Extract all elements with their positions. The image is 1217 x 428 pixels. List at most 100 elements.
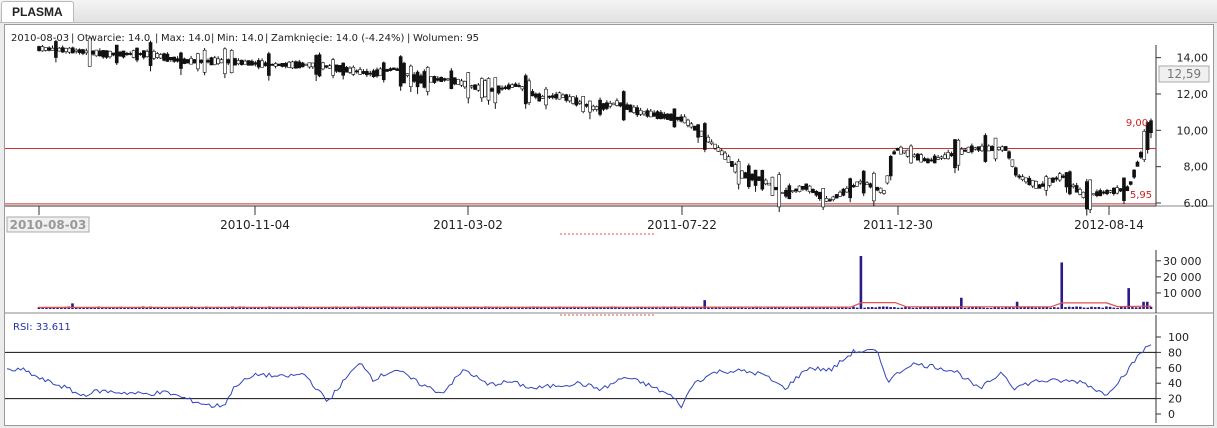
candle-body (997, 147, 1001, 150)
date-label: 2011-03-02 (433, 218, 503, 232)
candle-body (577, 101, 582, 104)
candle-body (70, 47, 75, 54)
volume-bar (677, 307, 680, 309)
candle-body (1024, 177, 1028, 183)
stock-chart[interactable]: 2010-08-03 | Otwarcie: 14.0 | Max: 14.0 … (5, 25, 1213, 425)
candle-body (848, 178, 852, 199)
candle-body (895, 147, 900, 151)
candle-body (993, 137, 998, 160)
date-label: 2012-08-14 (1074, 218, 1144, 232)
candle-body (915, 153, 920, 161)
header-close: Zamknięcie: 14.0 (-4.24%) (271, 33, 404, 44)
candle-body (621, 91, 626, 121)
candle-body (378, 68, 383, 76)
candle-body (429, 76, 433, 83)
candle-body (605, 102, 609, 109)
candle-body (43, 47, 48, 51)
volume-bar (495, 306, 498, 309)
candle-body (963, 149, 967, 152)
candle-body (152, 51, 156, 59)
candle-body (517, 84, 521, 87)
volume-bar (963, 307, 967, 309)
volume-bar (89, 307, 93, 309)
candle-body (175, 58, 180, 62)
candle-body (861, 170, 866, 194)
candle-body (219, 59, 224, 64)
volume-bar (655, 307, 658, 309)
volume-bar (398, 307, 402, 309)
volume-bar (692, 306, 695, 309)
candle-body (983, 135, 988, 162)
candle-body (246, 60, 251, 66)
volume-bar (997, 307, 1000, 309)
volume-bar (744, 307, 747, 309)
volume-bar (703, 300, 707, 309)
candle-body (1145, 122, 1150, 150)
candle-body (790, 190, 795, 193)
candle-body (1095, 191, 1099, 197)
candle-body (280, 63, 285, 67)
candle-body (408, 65, 413, 87)
tab-bar: PLASMA (0, 0, 1217, 23)
candle-body (368, 72, 373, 75)
candle-body (145, 51, 149, 57)
candle-body (392, 67, 396, 70)
candle-body (287, 61, 291, 68)
candle-body (801, 185, 805, 190)
candle-body (463, 81, 467, 88)
volume-bar (186, 307, 190, 309)
candle-body (645, 110, 650, 117)
candle-body (851, 185, 856, 188)
volume-bar (428, 307, 431, 309)
volume-bar (1105, 306, 1108, 309)
candle-body (642, 111, 646, 115)
volume-bar (1138, 307, 1142, 309)
candle-body (763, 179, 768, 185)
volume-bar (524, 307, 528, 309)
candle-body (493, 77, 498, 104)
candle-body (665, 113, 670, 120)
volume-bar (112, 307, 115, 309)
candle-body (239, 59, 244, 65)
volume-bar (911, 307, 915, 309)
candle-body (381, 62, 386, 81)
candle-body (185, 59, 190, 64)
candle-body (750, 173, 754, 181)
volume-bar (569, 307, 573, 309)
volume-bar (104, 307, 108, 309)
candle-body (507, 84, 511, 90)
volume-bar (327, 307, 331, 309)
volume-bar (762, 307, 766, 309)
volume-bar (699, 307, 703, 309)
candle-body (111, 52, 116, 56)
candle-body (1003, 146, 1008, 151)
candle-body (855, 181, 859, 187)
candle-body (1030, 179, 1035, 187)
candle-body (1142, 130, 1147, 160)
volume-bar (722, 307, 725, 309)
candle-body (689, 123, 694, 128)
date-label: 2011-12-30 (863, 218, 933, 232)
price-tick-label: 10,00 (1177, 124, 1209, 137)
rsi-line (6, 344, 1152, 409)
volume-bar (272, 307, 275, 309)
candle-body (970, 145, 974, 153)
volume-bar (1134, 307, 1138, 309)
volume-bar (260, 307, 264, 309)
volume-bar (160, 307, 164, 309)
candle-body (1118, 188, 1123, 192)
volume-bar (893, 307, 896, 309)
volume-bar (1004, 306, 1008, 309)
candle-body (341, 62, 345, 76)
candle-body (442, 78, 447, 81)
volume-bar (223, 307, 227, 309)
volume-bar (1086, 307, 1090, 309)
candle-body (990, 146, 994, 151)
candle-body (64, 48, 68, 52)
candle-body (476, 84, 481, 91)
tab-plasma[interactable]: PLASMA (1, 1, 74, 22)
volume-bar (1019, 307, 1023, 309)
volume-bar (885, 306, 889, 309)
candle-body (466, 72, 471, 99)
volume-bar (134, 307, 137, 309)
